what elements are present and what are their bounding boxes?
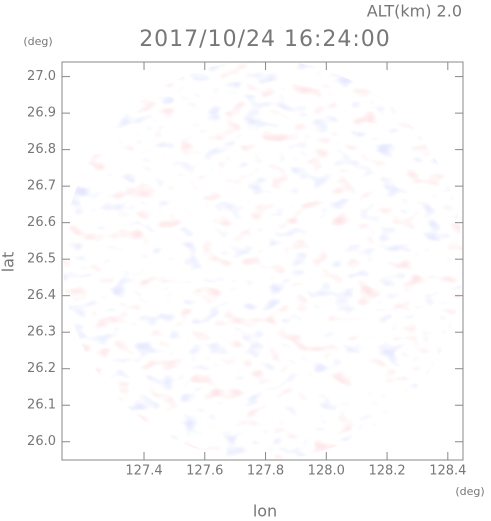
y-tick-label: 26.0 [27, 434, 56, 449]
y-tick-label: 27.0 [27, 69, 56, 84]
x-unit: (deg) [455, 485, 484, 498]
x-tick-label: 127.6 [186, 464, 223, 479]
y-tick-label: 26.5 [27, 252, 56, 267]
y-tick-label: 26.7 [27, 179, 56, 194]
y-unit: (deg) [23, 35, 52, 48]
x-tick-label: 128.0 [308, 464, 345, 479]
y-tick-label: 26.9 [27, 106, 56, 121]
y-tick-label: 26.1 [27, 398, 56, 413]
y-tick-label: 26.6 [27, 215, 56, 230]
x-axis-label: lon [253, 502, 277, 521]
radar-echo [63, 60, 463, 460]
y-tick-label: 26.8 [27, 142, 56, 157]
y-tick-label: 26.2 [27, 361, 56, 376]
y-tick-label: 26.3 [27, 325, 56, 340]
subtitle: ALT(km) 2.0 [367, 2, 462, 21]
x-tick-label: 128.2 [368, 464, 405, 479]
x-tick-label: 127.8 [247, 464, 284, 479]
y-axis-label: lat [0, 252, 18, 273]
x-tick-label: 128.4 [429, 464, 466, 479]
y-tick-label: 26.4 [27, 288, 56, 303]
plot-frame [61, 61, 464, 461]
x-tick-label: 127.4 [125, 464, 162, 479]
chart-title: 2017/10/24 16:24:00 [139, 27, 391, 52]
